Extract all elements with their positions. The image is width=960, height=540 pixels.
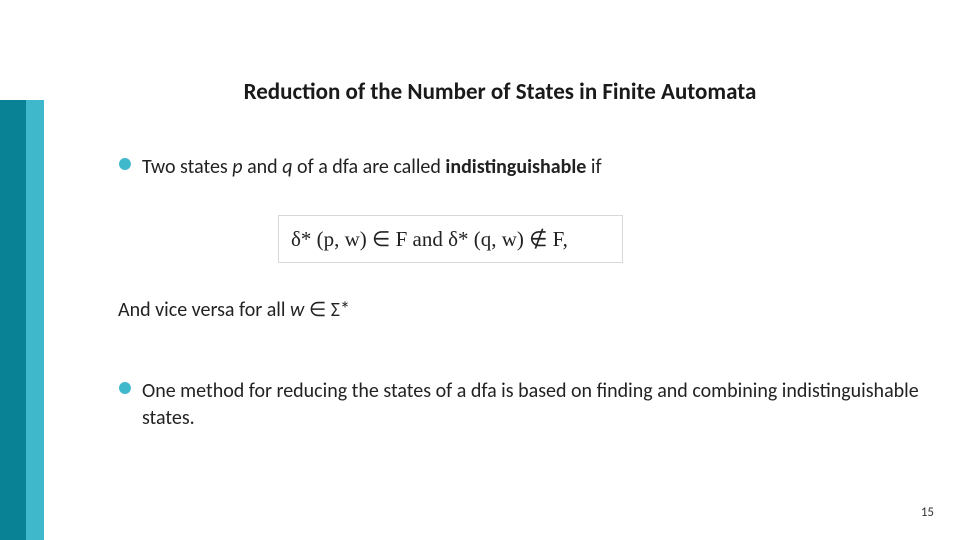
bullet1-bold: indistinguishable bbox=[445, 155, 586, 179]
page-number: 15 bbox=[921, 505, 934, 520]
bullet-dot-icon: • bbox=[118, 378, 132, 396]
formula-box: δ* (p, w) ∈ F and δ* (q, w) ∉ F, bbox=[278, 215, 623, 263]
bullet-2-text: One method for reducing the states of a … bbox=[142, 378, 940, 432]
stripe-light bbox=[26, 100, 44, 540]
cont-suffix: ∈ Σ* bbox=[304, 298, 350, 322]
bullet1-p: p bbox=[232, 155, 242, 179]
bullet1-mid2: of a dfa are called bbox=[293, 155, 446, 179]
slide-title: Reduction of the Number of States in Fin… bbox=[60, 78, 940, 106]
slide-content: Reduction of the Number of States in Fin… bbox=[60, 0, 940, 440]
bullet1-suffix: if bbox=[586, 155, 601, 179]
side-accent-stripe bbox=[0, 100, 44, 540]
bullet1-prefix: Two states bbox=[142, 155, 232, 179]
cont-prefix: And vice versa for all bbox=[118, 298, 290, 322]
continuation-line: And vice versa for all w ∈ Σ* bbox=[118, 297, 940, 322]
bullet-item-2: • One method for reducing the states of … bbox=[118, 378, 940, 432]
bullet1-mid1: and bbox=[243, 155, 283, 179]
bullet-dot-icon: • bbox=[118, 154, 132, 172]
cont-w: w bbox=[290, 298, 304, 322]
bullet-1-text: Two states p and q of a dfa are called i… bbox=[142, 154, 602, 181]
bullet-item-1: • Two states p and q of a dfa are called… bbox=[118, 154, 940, 181]
formula-text: δ* (p, w) ∈ F and δ* (q, w) ∉ F, bbox=[291, 227, 568, 252]
bullet1-q: q bbox=[282, 155, 292, 179]
stripe-dark bbox=[0, 100, 26, 540]
